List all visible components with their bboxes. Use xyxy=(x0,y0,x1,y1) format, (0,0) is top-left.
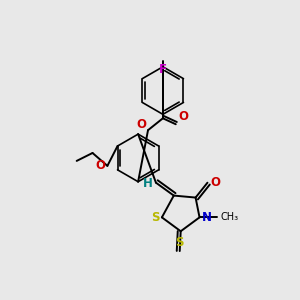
Text: S: S xyxy=(176,236,184,249)
Text: N: N xyxy=(202,211,212,224)
Text: O: O xyxy=(95,159,105,172)
Text: O: O xyxy=(210,176,220,189)
Text: O: O xyxy=(179,110,189,123)
Text: S: S xyxy=(152,211,160,224)
Text: F: F xyxy=(159,63,167,76)
Text: CH₃: CH₃ xyxy=(220,212,238,222)
Text: O: O xyxy=(136,118,146,131)
Text: H: H xyxy=(143,177,153,190)
